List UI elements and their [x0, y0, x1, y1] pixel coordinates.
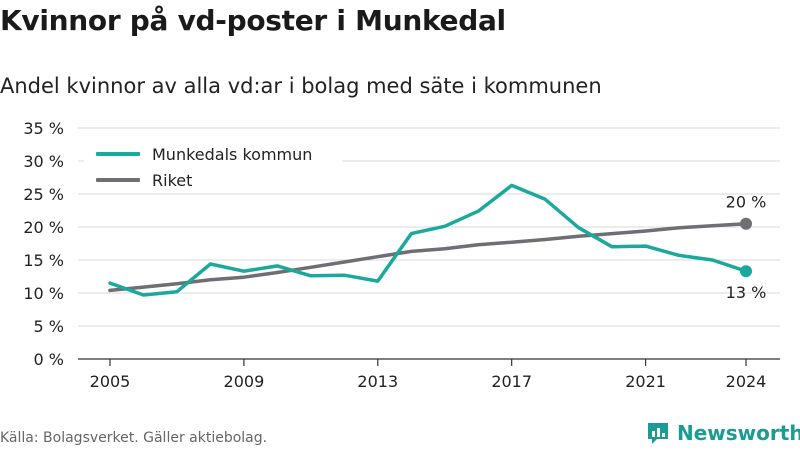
- legend-item-munkedal: Munkedals kommun: [84, 141, 342, 167]
- end-label-riket: 20 %: [726, 193, 767, 212]
- legend-swatch-riket: [96, 178, 140, 182]
- x-tick-label: 2013: [357, 372, 398, 391]
- x-tick-label: 2005: [90, 372, 131, 391]
- x-tick-label: 2024: [726, 372, 767, 391]
- series-line-munkedal: [108, 183, 748, 297]
- x-tick-label: 2017: [491, 372, 532, 391]
- series-line-riket: [108, 221, 748, 293]
- brand-logo: Newsworthy: [645, 420, 800, 446]
- x-tick-label: 2021: [625, 372, 666, 391]
- source-note: Källa: Bolagsverket. Gäller aktiebolag.: [0, 430, 268, 446]
- y-tick-label: 15 %: [23, 251, 64, 270]
- legend-item-riket: Riket: [84, 167, 342, 193]
- y-tick-label: 35 %: [23, 119, 64, 138]
- y-tick-label: 5 %: [34, 317, 64, 336]
- chart-subtitle: Andel kvinnor av alla vd:ar i bolag med …: [0, 74, 602, 98]
- newsworthy-logo-icon: [648, 423, 668, 444]
- chart-title: Kvinnor på vd-poster i Munkedal: [0, 4, 506, 37]
- end-label-munkedal: 13 %: [726, 283, 767, 302]
- y-tick-label: 10 %: [23, 284, 64, 303]
- legend-swatch-munkedal: [96, 152, 140, 156]
- legend-label-riket: Riket: [152, 170, 193, 190]
- end-point-riket: [740, 217, 752, 230]
- y-tick-label: 0 %: [34, 350, 64, 369]
- x-tick-label: 2009: [224, 372, 265, 391]
- y-tick-label: 30 %: [23, 152, 64, 171]
- legend: Munkedals kommun Riket: [84, 141, 342, 193]
- y-tick-label: 20 %: [23, 218, 64, 237]
- y-tick-label: 25 %: [23, 185, 64, 204]
- brand-name: Newsworthy: [677, 421, 800, 445]
- line-chart: 0 % 5 % 10 % 15 % 20 % 25 % 30 % 35 % 2005 2009 20…: [23, 119, 780, 391]
- end-point-munkedal: [740, 265, 752, 278]
- legend-label-munkedal: Munkedals kommun: [152, 144, 313, 164]
